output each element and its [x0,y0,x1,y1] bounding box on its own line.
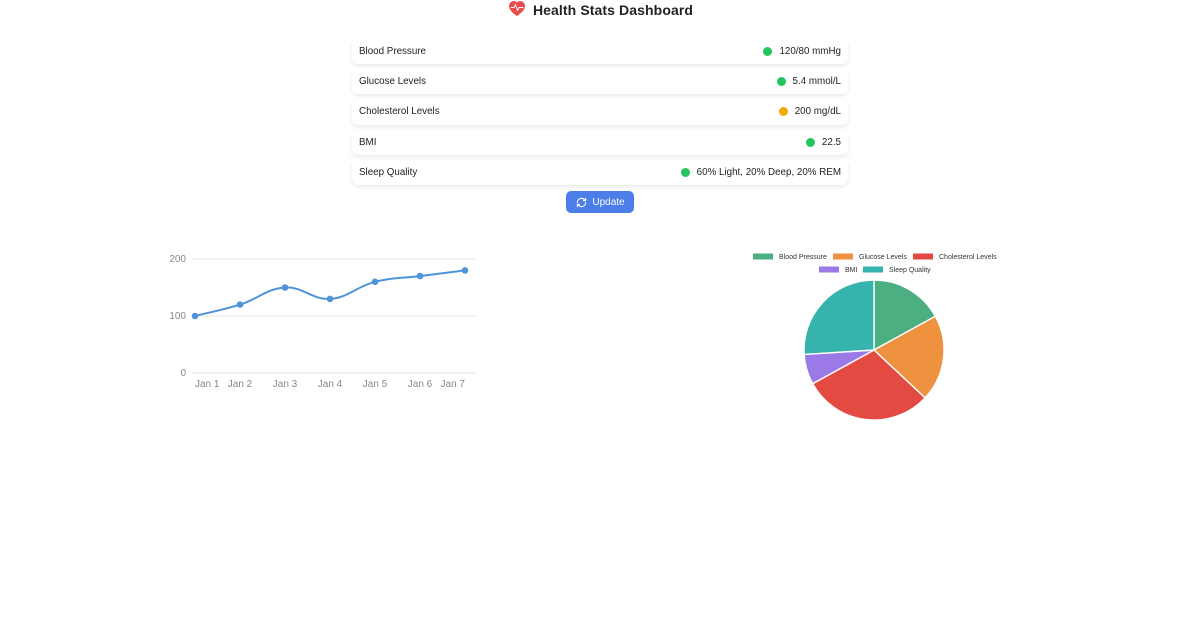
svg-text:Jan 5: Jan 5 [363,379,388,390]
svg-text:Jan 7: Jan 7 [441,379,466,390]
svg-text:Jan 1: Jan 1 [195,379,220,390]
svg-text:Blood Pressure: Blood Pressure [779,254,827,261]
svg-text:Jan 4: Jan 4 [318,379,343,390]
svg-text:Jan 3: Jan 3 [273,379,298,390]
svg-text:BMI: BMI [845,267,858,274]
svg-text:Sleep Quality: Sleep Quality [889,267,931,274]
svg-text:0: 0 [180,368,186,379]
svg-text:Jan 2: Jan 2 [228,379,253,390]
svg-text:200: 200 [169,254,186,265]
svg-text:Jan 6: Jan 6 [408,379,433,390]
svg-text:Glucose Levels: Glucose Levels [859,254,907,261]
svg-text:100: 100 [169,311,186,322]
svg-text:Cholesterol Levels: Cholesterol Levels [939,254,997,261]
